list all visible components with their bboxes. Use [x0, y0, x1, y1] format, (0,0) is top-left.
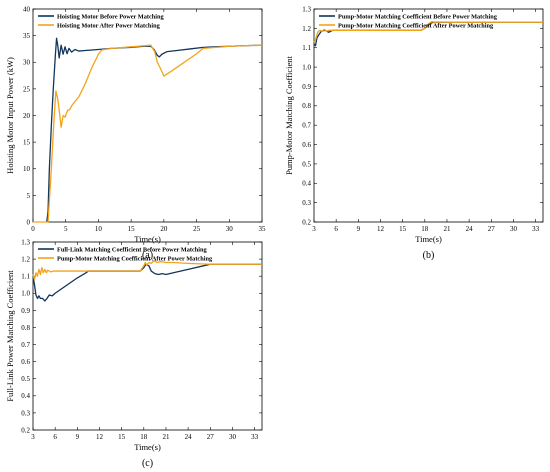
x-axis-label: Time(s)	[415, 234, 442, 244]
y-tick-label: 0.5	[302, 160, 311, 168]
panel-a-hoisting-motor-power: 0 5 10 15 20 25 30 35 0 5 10 15 20 25 30 35 40 Time(s) Hoi…	[5, 5, 266, 261]
x-tick-label: 12	[377, 225, 385, 233]
x-tick-label: 6	[53, 433, 57, 441]
y-tick-label: 1.1	[302, 44, 311, 52]
y-tick-label: 25	[23, 85, 31, 93]
y-tick-label: 0.4	[21, 392, 30, 400]
x-tick-label: 21	[443, 225, 451, 233]
y-tick-label: 0.3	[302, 199, 311, 207]
x-tick-label: 5	[64, 225, 68, 233]
panel-caption: (a)	[142, 250, 153, 261]
x-tick-label: 10	[95, 225, 103, 233]
y-tick-label: 0	[27, 218, 31, 226]
x-tick-label: 30	[510, 225, 518, 233]
y-tick-label: 0.8	[21, 324, 30, 332]
y-tick-label: 30	[23, 59, 31, 67]
y-tick-label: 1.2	[302, 25, 311, 33]
legend-label: Hoisting Motor After Power Matching	[57, 22, 161, 29]
y-axis-label: Full-Link Power Matching Coefficient	[5, 270, 15, 402]
x-tick-label: 15	[118, 433, 126, 441]
y-tick-label: 0.7	[302, 122, 311, 130]
x-tick-label: 25	[193, 225, 201, 233]
y-tick-label: 0.2	[302, 218, 311, 226]
y-tick-label: 0.8	[302, 102, 311, 110]
x-tick-label: 18	[140, 433, 148, 441]
y-tick-label: 1.1	[21, 273, 30, 281]
x-tick-label: 27	[207, 433, 215, 441]
x-tick-label: 21	[162, 433, 170, 441]
legend-label: Full-Link Matching Coefficient Before Po…	[57, 246, 207, 253]
series-line-before	[32, 263, 262, 302]
y-tick-label: 35	[23, 32, 31, 40]
y-tick-label: 0.9	[21, 307, 30, 315]
y-tick-label: 1.2	[21, 255, 30, 263]
y-tick-label: 20	[23, 112, 31, 120]
y-tick-label: 1.0	[21, 290, 30, 298]
y-axis-label: Pump-Motor Matching Coefficient	[284, 55, 294, 174]
y-tick-label: 15	[23, 139, 31, 147]
series-line-after	[33, 44, 263, 223]
y-tick-label: 1.3	[302, 5, 311, 13]
y-tick-label: 0.2	[21, 426, 30, 434]
y-tick-label: 1.0	[302, 63, 311, 71]
x-tick-label: 27	[488, 225, 496, 233]
y-tick-label: 0.9	[302, 83, 311, 91]
x-axis-label: Time(s)	[134, 234, 161, 244]
x-tick-label: 30	[229, 433, 237, 441]
y-tick-label: 0.6	[21, 358, 30, 366]
x-tick-label: 33	[251, 433, 259, 441]
y-tick-label: 0.3	[21, 409, 30, 417]
x-tick-label: 20	[160, 225, 168, 233]
y-tick-label: 0.6	[302, 141, 311, 149]
legend-label: Pump-Motor Matching Coefficient Before P…	[338, 13, 498, 20]
x-tick-label: 18	[421, 225, 429, 233]
legend-label: Pump-Motor Matching Coefficient After Po…	[57, 255, 213, 262]
legend-label: Hoisting Motor Before Power Matching	[57, 13, 165, 20]
x-tick-label: 30	[226, 225, 234, 233]
x-tick-label: 35	[259, 225, 267, 233]
panel-c-full-link-coefficient: 3 6 9 12 15 18 21 24 27 30 33 0.2 0.3 0.4 0.5 0.6 0.7 0.8…	[5, 238, 263, 469]
x-tick-label: 15	[128, 225, 136, 233]
y-tick-label: 5	[27, 192, 31, 200]
y-tick-label: 0.4	[302, 180, 311, 188]
x-axis-label: Time(s)	[134, 442, 161, 452]
x-tick-label: 9	[76, 433, 80, 441]
y-tick-label: 0.7	[21, 341, 30, 349]
panel-caption: (c)	[142, 458, 153, 469]
x-tick-label: 3	[31, 433, 35, 441]
panel-b-pump-motor-coefficient: 3 6 9 12 15 18 21 24 27 30 33 0.2 0.3 0.4 0.5 0.6 0.7 0.8…	[284, 5, 544, 261]
x-tick-label: 3	[312, 225, 316, 233]
y-tick-label: 10	[23, 165, 31, 173]
plot-frame	[32, 241, 263, 431]
x-tick-label: 33	[532, 225, 540, 233]
y-axis-label: Hoisting Motor Input Power (kW)	[5, 57, 15, 174]
legend-label: Pump-Motor Matching Coefficient After Po…	[338, 22, 494, 29]
x-tick-label: 24	[185, 433, 193, 441]
series-line-after	[313, 20, 543, 43]
series-line-before	[46, 37, 263, 223]
plot-frame	[32, 8, 263, 223]
y-tick-label: 40	[23, 5, 31, 13]
x-tick-label: 24	[466, 225, 474, 233]
y-tick-label: 1.3	[21, 238, 30, 246]
x-tick-label: 9	[357, 225, 361, 233]
y-tick-label: 0.5	[21, 375, 30, 383]
x-tick-label: 6	[334, 225, 338, 233]
series-line-after	[32, 260, 262, 281]
x-tick-label: 0	[31, 225, 35, 233]
plot-frame	[313, 8, 544, 223]
x-tick-label: 12	[96, 433, 104, 441]
panel-caption: (b)	[423, 250, 435, 261]
x-tick-label: 15	[399, 225, 407, 233]
